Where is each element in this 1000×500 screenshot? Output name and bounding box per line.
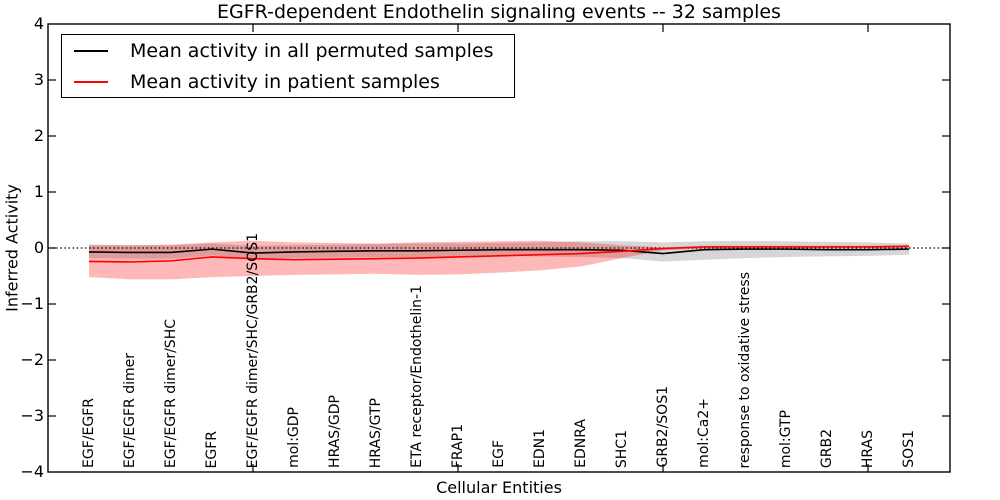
x-category-label: mol:GTP xyxy=(778,409,794,468)
y-tick-label: −1 xyxy=(20,294,44,313)
confidence-band-1 xyxy=(89,240,909,280)
y-tick-label: 2 xyxy=(33,126,44,145)
x-category-label: EGF xyxy=(491,440,507,468)
x-category-label: mol:GDP xyxy=(286,407,302,468)
legend-entry-permuted: Mean activity in all permuted samples xyxy=(62,36,514,66)
x-category-label: GRB2 xyxy=(819,428,835,468)
x-category-label: FRAP1 xyxy=(450,423,466,468)
x-category-label: EGF/EGFR dimer xyxy=(122,352,138,468)
legend-line-sample-black xyxy=(74,50,108,52)
y-tick-label: −3 xyxy=(20,406,44,425)
y-tick-label: −2 xyxy=(20,350,44,369)
x-category-label: mol:Ca2+ xyxy=(696,398,712,468)
y-tick-label: −4 xyxy=(20,462,44,481)
series-line-0 xyxy=(88,248,910,255)
confidence-band-0 xyxy=(89,240,909,262)
x-category-label: EGFR xyxy=(204,430,220,468)
legend-label: Mean activity in patient samples xyxy=(130,71,440,93)
x-category-label: EGF/EGFR dimer/SHC xyxy=(163,318,179,468)
series-line-1 xyxy=(88,245,910,263)
y-tick-label: 0 xyxy=(33,238,44,257)
x-category-label: EDNRA xyxy=(573,419,589,468)
x-axis-label: Cellular Entities xyxy=(436,478,562,497)
x-category-label: HRAS/GDP xyxy=(327,395,343,468)
x-category-label: GRB2/SOS1 xyxy=(655,386,671,468)
x-category-label: ETA receptor/Endothelin-1 xyxy=(409,285,425,468)
x-category-label: SOS1 xyxy=(901,430,917,468)
x-category-label: EGF/EGFR xyxy=(81,398,97,468)
legend-line-sample-red xyxy=(74,81,108,83)
x-category-label: HRAS/GTP xyxy=(368,397,384,468)
x-category-label: EGF/EGFR dimer/SHC/GRB2/SOS1 xyxy=(245,232,261,468)
x-category-label: SHC1 xyxy=(614,429,630,468)
y-tick-label: 3 xyxy=(33,70,44,89)
y-tick-label: 1 xyxy=(33,182,44,201)
x-category-label: HRAS xyxy=(860,429,876,468)
x-category-label: EDN1 xyxy=(532,428,548,468)
legend-entry-patient: Mean activity in patient samples xyxy=(62,67,514,97)
y-tick-label: 4 xyxy=(33,14,44,33)
x-category-label: response to oxidative stress xyxy=(737,271,753,468)
legend: Mean activity in all permuted samples Me… xyxy=(61,34,515,98)
chart-title: EGFR-dependent Endothelin signaling even… xyxy=(217,1,781,23)
legend-label: Mean activity in all permuted samples xyxy=(130,40,494,62)
